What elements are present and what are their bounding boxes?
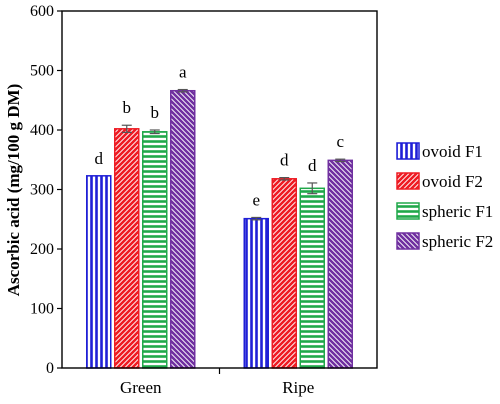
y-axis-label: Ascorbic acid (mg/100 g DM): [4, 84, 23, 296]
legend-item: ovoid F2: [396, 172, 483, 191]
x-category-label: Green: [120, 378, 162, 397]
error-bar: [177, 88, 188, 93]
bar-ovoid-f1-green: [86, 175, 112, 369]
error-bar: [307, 182, 318, 195]
legend-swatch: [396, 172, 420, 190]
legend-item: spheric F2: [396, 232, 493, 251]
bar-spheric-f1-green: [142, 131, 168, 369]
significance-letter: d: [95, 149, 104, 168]
y-tick-label: 100: [30, 301, 54, 318]
y-tick-label: 200: [30, 241, 54, 258]
legend-swatch: [396, 142, 420, 160]
error-bar: [279, 177, 290, 181]
bar-spheric-f2-green: [170, 89, 196, 369]
significance-letter: e: [252, 190, 260, 209]
significance-letter: c: [336, 132, 344, 151]
error-bar: [251, 216, 262, 221]
significance-letter: b: [123, 98, 132, 117]
significance-letter: d: [280, 151, 289, 170]
bar-spheric-f1-ripe: [299, 187, 325, 369]
legend-label: ovoid F1: [422, 142, 483, 161]
bar-ovoid-f2-green: [114, 128, 140, 369]
bar-spheric-f2-ripe: [327, 159, 353, 369]
legend-item: spheric F1: [396, 202, 493, 221]
y-tick-label: 300: [30, 182, 54, 199]
y-tick-label: 500: [30, 63, 54, 80]
error-bar: [335, 158, 346, 163]
bar-ovoid-f1-ripe: [243, 217, 269, 369]
bar-ovoid-f2-ripe: [271, 178, 297, 369]
legend-swatch: [396, 232, 420, 250]
y-tick-label: 600: [30, 3, 54, 20]
legend-item: ovoid F1: [396, 142, 483, 161]
error-bar: [121, 124, 132, 133]
significance-letter: b: [151, 103, 160, 122]
y-tick-label: 0: [46, 360, 54, 377]
legend-label: spheric F1: [422, 202, 493, 221]
legend-label: spheric F2: [422, 232, 493, 251]
legend-label: ovoid F2: [422, 172, 483, 191]
significance-letter: a: [179, 63, 187, 82]
y-tick-label: 400: [30, 122, 54, 139]
legend-swatch: [396, 202, 420, 220]
error-bar: [149, 129, 160, 135]
significance-letter: d: [308, 156, 317, 175]
x-category-label: Ripe: [282, 378, 314, 397]
